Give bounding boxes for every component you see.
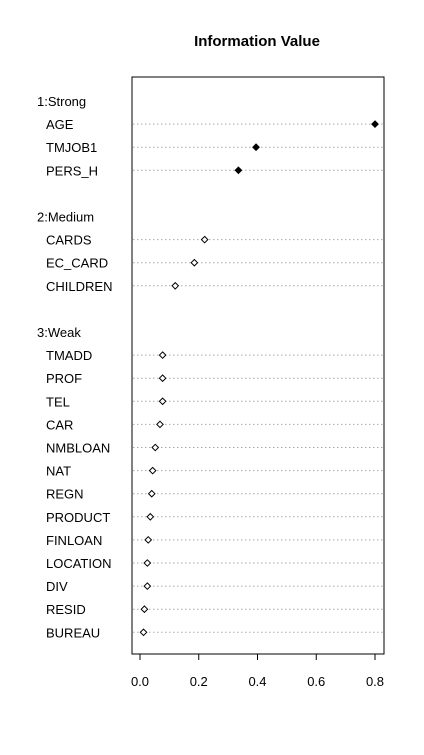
x-axis: 0.0 0.2 0.4 0.6 0.8: [131, 653, 384, 689]
x-tick-label: 0.6: [307, 674, 325, 689]
row-label: RESID: [46, 602, 86, 617]
group-label: 3:Weak: [37, 325, 81, 340]
row-label: CAR: [46, 417, 73, 432]
data-point-car: [156, 420, 164, 429]
data-point-nmbloan: [151, 443, 160, 452]
data-point-bureau: [139, 628, 148, 637]
row-label: TMJOB1: [46, 140, 97, 155]
data-point-location: [143, 559, 152, 567]
data-point-nat: [148, 466, 157, 475]
x-tick-label: 0.2: [190, 674, 208, 689]
group-label: 2:Medium: [37, 210, 94, 225]
data-point-pers_h: [234, 166, 243, 175]
data-point-finloan: [144, 535, 153, 544]
row-label: EC_CARD: [46, 256, 108, 271]
row-label: AGE: [46, 117, 74, 132]
data-point-tmjob1: [252, 143, 260, 152]
data-point-resid: [140, 605, 149, 614]
row-label: NMBLOAN: [46, 441, 110, 456]
row-label: DIV: [46, 579, 68, 594]
x-tick-label: 0.0: [131, 674, 149, 689]
chart-rows: 1:Strong AGE TMJOB1 PERS_H 2:Medium CARDS EC_C…: [37, 94, 383, 640]
data-point-children: [171, 281, 180, 290]
data-point-regn: [147, 489, 156, 498]
chart-title: Information Value: [194, 33, 320, 50]
row-label: REGN: [46, 487, 84, 502]
group-label: 1:Strong: [37, 94, 86, 109]
row-label: FINLOAN: [46, 533, 102, 548]
row-label: CARDS: [46, 233, 92, 248]
data-point-tmadd: [158, 351, 167, 360]
data-point-cards: [200, 235, 209, 244]
x-tick-label: 0.4: [248, 674, 266, 689]
row-label: PERS_H: [46, 163, 98, 178]
data-point-prof: [158, 374, 167, 383]
data-point-div: [143, 582, 152, 591]
data-point-product: [146, 512, 155, 521]
row-label: LOCATION: [46, 556, 112, 571]
data-point-age: [371, 120, 379, 129]
row-label: TMADD: [46, 348, 92, 363]
plot-frame: [131, 76, 385, 655]
row-label: PRODUCT: [46, 510, 110, 525]
data-point-ec_card: [190, 258, 199, 267]
row-label: NAT: [46, 464, 71, 479]
row-label: BUREAU: [46, 625, 100, 640]
row-label: CHILDREN: [46, 279, 112, 294]
x-tick-label: 0.8: [366, 674, 384, 689]
row-label: PROF: [46, 371, 82, 386]
data-point-tel: [158, 397, 167, 406]
row-label: TEL: [46, 394, 70, 409]
